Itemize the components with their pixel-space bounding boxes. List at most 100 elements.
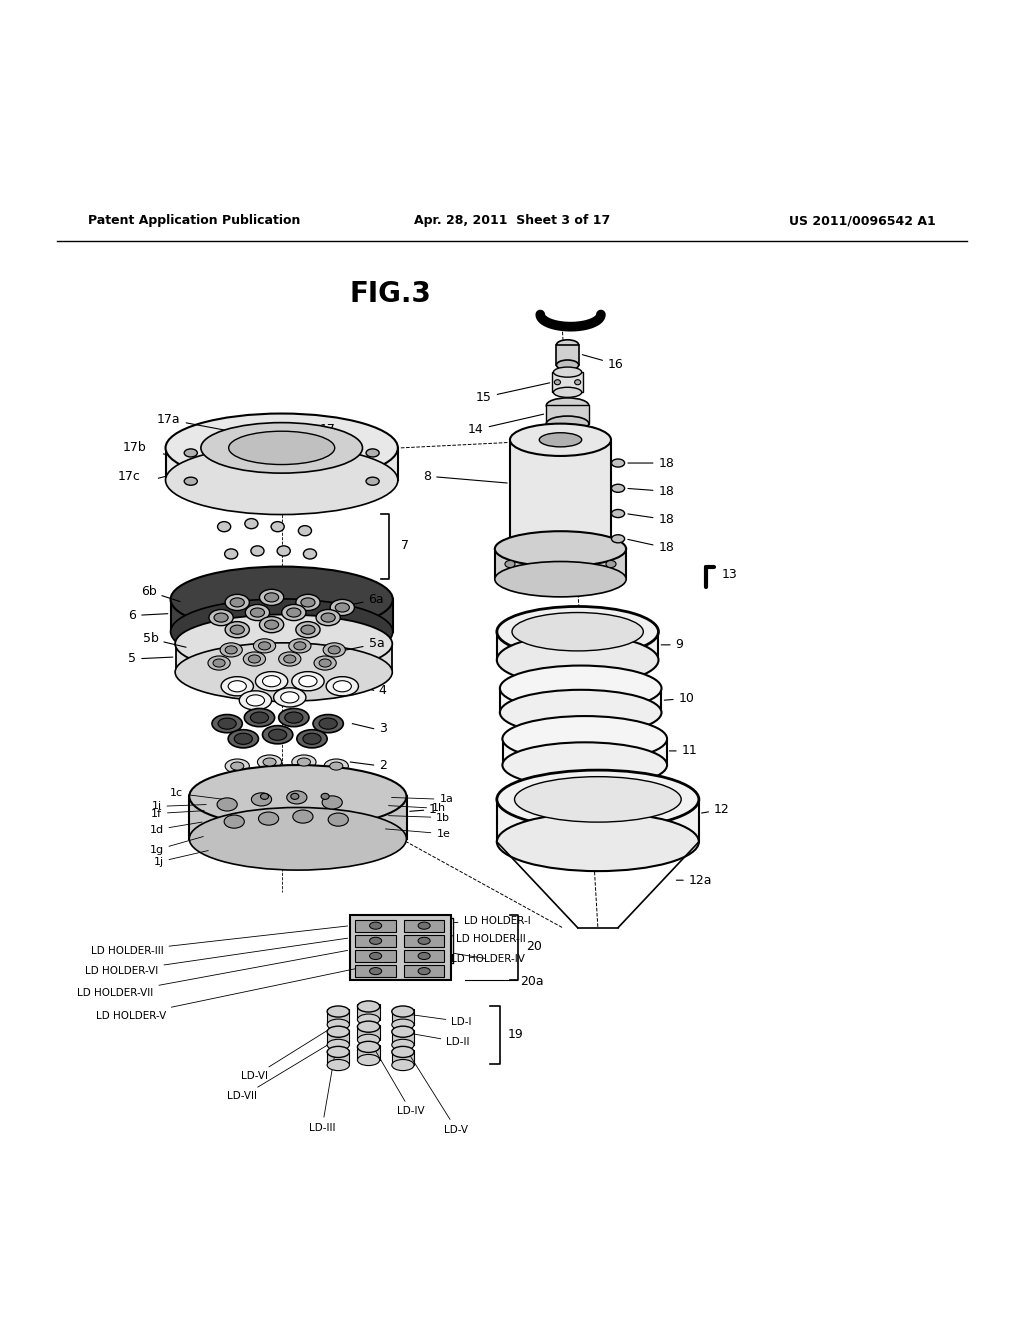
Ellipse shape xyxy=(333,681,351,692)
Ellipse shape xyxy=(319,659,331,667)
Text: 18: 18 xyxy=(628,513,675,527)
Ellipse shape xyxy=(611,484,625,492)
Text: 15: 15 xyxy=(476,383,550,404)
Ellipse shape xyxy=(287,609,301,616)
Ellipse shape xyxy=(370,923,382,929)
Ellipse shape xyxy=(166,446,398,515)
Ellipse shape xyxy=(326,677,358,696)
Ellipse shape xyxy=(292,672,325,690)
Ellipse shape xyxy=(264,593,279,602)
Ellipse shape xyxy=(260,793,268,800)
Ellipse shape xyxy=(316,610,340,626)
Ellipse shape xyxy=(611,510,625,517)
Text: 17: 17 xyxy=(321,424,336,436)
Ellipse shape xyxy=(510,533,611,565)
Ellipse shape xyxy=(335,603,349,612)
Text: LD HOLDER-III: LD HOLDER-III xyxy=(91,925,347,956)
Ellipse shape xyxy=(209,610,233,626)
Text: LD HOLDER-V: LD HOLDER-V xyxy=(96,969,355,1020)
Ellipse shape xyxy=(418,968,430,974)
Text: 9: 9 xyxy=(662,639,683,651)
Ellipse shape xyxy=(554,380,560,384)
Text: 1h: 1h xyxy=(388,804,446,813)
Ellipse shape xyxy=(184,449,198,457)
Ellipse shape xyxy=(293,810,313,824)
Bar xyxy=(357,1024,380,1040)
Ellipse shape xyxy=(171,566,393,632)
Ellipse shape xyxy=(245,519,258,529)
Bar xyxy=(327,1049,349,1065)
Ellipse shape xyxy=(201,422,362,473)
Ellipse shape xyxy=(273,688,306,708)
Ellipse shape xyxy=(212,714,243,733)
Ellipse shape xyxy=(189,766,407,828)
Text: FIG.3: FIG.3 xyxy=(350,280,432,309)
Ellipse shape xyxy=(574,380,581,384)
Ellipse shape xyxy=(221,677,253,696)
Bar xyxy=(176,644,392,672)
Ellipse shape xyxy=(251,793,271,807)
Text: LD-I: LD-I xyxy=(406,1014,472,1027)
Text: LD-VII: LD-VII xyxy=(227,1041,334,1101)
Bar xyxy=(355,935,396,946)
Ellipse shape xyxy=(301,626,315,634)
Ellipse shape xyxy=(497,635,658,685)
Text: 2: 2 xyxy=(379,759,386,772)
Ellipse shape xyxy=(497,770,698,829)
Ellipse shape xyxy=(263,758,276,766)
Ellipse shape xyxy=(214,612,228,622)
Bar xyxy=(357,1005,380,1019)
Ellipse shape xyxy=(298,525,311,536)
Text: LD-IV: LD-IV xyxy=(374,1048,425,1117)
Ellipse shape xyxy=(512,612,643,651)
Bar xyxy=(510,440,611,549)
Bar xyxy=(327,1010,349,1024)
Ellipse shape xyxy=(370,968,382,974)
Text: 1f: 1f xyxy=(151,809,204,818)
Ellipse shape xyxy=(259,616,284,632)
Ellipse shape xyxy=(325,759,348,774)
Text: 1d: 1d xyxy=(150,822,202,834)
Bar xyxy=(403,920,444,932)
Text: 1b: 1b xyxy=(388,813,451,822)
Bar xyxy=(166,447,398,480)
Text: 16: 16 xyxy=(583,355,624,371)
Bar xyxy=(392,1030,414,1045)
Ellipse shape xyxy=(294,642,306,649)
Ellipse shape xyxy=(303,549,316,558)
Ellipse shape xyxy=(251,711,268,723)
Ellipse shape xyxy=(313,714,343,733)
Ellipse shape xyxy=(611,459,625,467)
Ellipse shape xyxy=(217,521,230,532)
Ellipse shape xyxy=(301,598,315,607)
Ellipse shape xyxy=(224,549,238,558)
Ellipse shape xyxy=(228,432,335,465)
Ellipse shape xyxy=(418,937,430,944)
Ellipse shape xyxy=(497,813,698,871)
Text: 6: 6 xyxy=(128,609,168,622)
Ellipse shape xyxy=(234,733,252,744)
Ellipse shape xyxy=(264,620,279,630)
Ellipse shape xyxy=(303,733,322,744)
Text: 17c: 17c xyxy=(118,470,140,483)
Ellipse shape xyxy=(611,535,625,543)
Text: LD HOLDER-II: LD HOLDER-II xyxy=(452,933,526,944)
Bar xyxy=(392,1049,414,1065)
Text: 10: 10 xyxy=(665,692,694,705)
Bar xyxy=(403,935,444,946)
Ellipse shape xyxy=(392,1047,414,1057)
Ellipse shape xyxy=(357,1001,380,1012)
Ellipse shape xyxy=(213,659,225,667)
Text: 6a: 6a xyxy=(345,593,384,606)
Text: LD-III: LD-III xyxy=(309,1048,336,1133)
Ellipse shape xyxy=(327,1019,349,1030)
Text: LD HOLDER-VII: LD HOLDER-VII xyxy=(77,950,348,998)
Ellipse shape xyxy=(251,546,264,556)
Bar xyxy=(355,950,396,962)
Ellipse shape xyxy=(366,477,379,486)
Text: 13: 13 xyxy=(722,568,738,581)
Ellipse shape xyxy=(299,676,317,686)
Text: 1g: 1g xyxy=(150,837,204,855)
Ellipse shape xyxy=(503,715,667,762)
Ellipse shape xyxy=(251,609,264,616)
